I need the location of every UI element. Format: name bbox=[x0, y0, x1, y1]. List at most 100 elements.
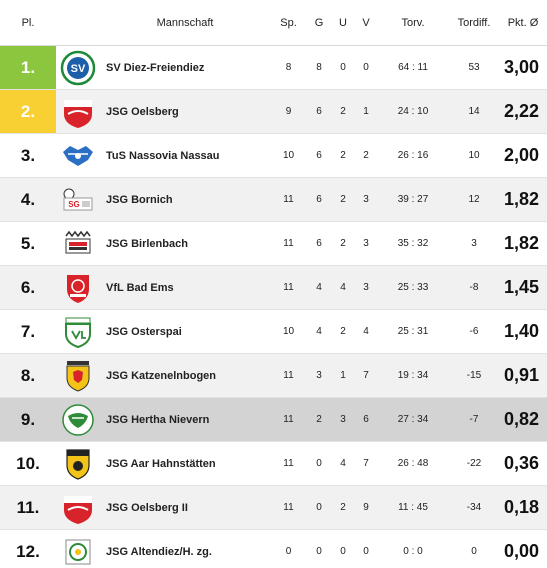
team-name[interactable]: TuS Nassovia Nassau bbox=[106, 149, 220, 162]
table-row[interactable]: 9. JSG Hertha Nievern 11 2 3 6 27 : 34 -… bbox=[0, 398, 547, 442]
header-team[interactable]: Mannschaft bbox=[156, 16, 214, 29]
place-cell: 9. bbox=[20, 409, 36, 429]
wins-cell: 4 bbox=[316, 282, 322, 293]
wins-cell: 0 bbox=[316, 546, 322, 557]
games-cell: 10 bbox=[282, 326, 295, 337]
table-row[interactable]: 11. JSG Oelsberg II 11 0 2 9 11 : 45 -34… bbox=[0, 486, 547, 530]
table-row[interactable]: 5. JSG Birlenbach 11 6 2 3 35 : 32 3 1,8… bbox=[0, 222, 547, 266]
team-name[interactable]: JSG Aar Hahnstätten bbox=[106, 457, 216, 470]
draws-cell: 2 bbox=[340, 238, 346, 249]
wins-cell: 6 bbox=[316, 194, 322, 205]
header-logo-spacer bbox=[56, 0, 100, 45]
draws-cell: 0 bbox=[340, 546, 346, 557]
games-cell: 11 bbox=[283, 282, 294, 293]
goals-cell: 0 : 0 bbox=[403, 546, 423, 557]
place-cell: 7. bbox=[20, 321, 36, 341]
place-cell: 11. bbox=[16, 497, 40, 517]
header-losses[interactable]: V bbox=[362, 16, 370, 29]
losses-cell: 3 bbox=[363, 282, 369, 293]
team-name[interactable]: VfL Bad Ems bbox=[106, 281, 174, 294]
team-name[interactable]: JSG Birlenbach bbox=[106, 237, 188, 250]
header-games[interactable]: Sp. bbox=[280, 16, 297, 29]
goals-cell: 26 : 48 bbox=[397, 458, 429, 469]
team-name[interactable]: JSG Hertha Nievern bbox=[106, 413, 210, 426]
goal-diff-cell: 3 bbox=[471, 238, 477, 249]
games-cell: 11 bbox=[283, 238, 294, 249]
place-cell: 8. bbox=[20, 365, 36, 385]
goal-diff-cell: -22 bbox=[466, 458, 482, 469]
games-cell: 9 bbox=[285, 106, 292, 117]
losses-cell: 7 bbox=[363, 458, 369, 469]
header-points-avg[interactable]: Pkt. Ø bbox=[507, 16, 539, 29]
table-row[interactable]: 1. SV SV Diez-Freiendiez 8 8 0 0 64 : 11… bbox=[0, 46, 547, 90]
place-cell: 12. bbox=[16, 541, 40, 561]
games-cell: 10 bbox=[282, 150, 295, 161]
place-cell: 1. bbox=[0, 46, 56, 89]
table-row[interactable]: 12. JSG Altendiez/H. zg. 0 0 0 0 0 : 0 0… bbox=[0, 530, 547, 568]
jsg-oelsberg-logo[interactable] bbox=[60, 94, 96, 130]
goals-cell: 24 : 10 bbox=[397, 106, 429, 117]
place-cell: 6. bbox=[20, 277, 36, 297]
losses-cell: 2 bbox=[363, 150, 369, 161]
draws-cell: 2 bbox=[340, 326, 346, 337]
points-avg-cell: 2,22 bbox=[503, 101, 539, 121]
goals-cell: 39 : 27 bbox=[397, 194, 429, 205]
team-name[interactable]: JSG Osterspai bbox=[106, 325, 182, 338]
goals-cell: 64 : 11 bbox=[398, 62, 428, 73]
table-header: Pl. Mannschaft Sp. G U V Torv. Tordiff. … bbox=[0, 0, 547, 46]
team-name[interactable]: JSG Katzenelnbogen bbox=[106, 369, 217, 382]
vfl-bad-ems-logo[interactable] bbox=[60, 270, 96, 306]
jsg-bornich-logo[interactable]: SG bbox=[60, 182, 96, 218]
wins-cell: 6 bbox=[316, 106, 322, 117]
goal-diff-cell: -6 bbox=[469, 326, 479, 337]
losses-cell: 3 bbox=[363, 194, 369, 205]
points-avg-cell: 0,18 bbox=[503, 497, 539, 517]
wins-cell: 6 bbox=[316, 238, 322, 249]
losses-cell: 9 bbox=[363, 502, 369, 513]
table-row[interactable]: 2. JSG Oelsberg 9 6 2 1 24 : 10 14 2,22 bbox=[0, 90, 547, 134]
table-row[interactable]: 7. JSG Osterspai 10 4 2 4 25 : 31 -6 1,4… bbox=[0, 310, 547, 354]
tus-nassovia-logo[interactable] bbox=[60, 138, 96, 174]
header-draws[interactable]: U bbox=[339, 16, 347, 29]
place-cell: 5. bbox=[20, 233, 36, 253]
goal-diff-cell: -7 bbox=[469, 414, 479, 425]
points-avg-cell: 1,82 bbox=[503, 233, 539, 253]
jsg-altendiez-logo[interactable] bbox=[60, 534, 96, 568]
header-wins[interactable]: G bbox=[314, 16, 324, 29]
wins-cell: 2 bbox=[316, 414, 322, 425]
table-row[interactable]: 4. SG JSG Bornich 11 6 2 3 39 : 27 12 1,… bbox=[0, 178, 547, 222]
goals-cell: 25 : 31 bbox=[397, 326, 429, 337]
jsg-birlenbach-logo[interactable] bbox=[60, 226, 96, 262]
table-row[interactable]: 10. JSG Aar Hahnstätten 11 0 4 7 26 : 48… bbox=[0, 442, 547, 486]
team-name[interactable]: JSG Bornich bbox=[106, 193, 173, 206]
games-cell: 11 bbox=[283, 370, 294, 381]
draws-cell: 2 bbox=[340, 502, 346, 513]
jsg-oelsberg-ii-logo[interactable] bbox=[60, 490, 96, 526]
games-cell: 8 bbox=[285, 62, 292, 73]
points-avg-cell: 0,91 bbox=[503, 365, 539, 385]
header-goal-diff[interactable]: Tordiff. bbox=[457, 16, 491, 29]
table-row[interactable]: 3. TuS Nassovia Nassau 10 6 2 2 26 : 16 … bbox=[0, 134, 547, 178]
games-cell: 11 bbox=[283, 194, 294, 205]
points-avg-cell: 0,36 bbox=[503, 453, 539, 473]
jsg-aar-hahnstaetten-logo[interactable] bbox=[60, 446, 96, 482]
table-row[interactable]: 6. VfL Bad Ems 11 4 4 3 25 : 33 -8 1,45 bbox=[0, 266, 547, 310]
sv-diez-logo[interactable]: SV bbox=[60, 50, 96, 86]
games-cell: 11 bbox=[283, 414, 294, 425]
jsg-hertha-nievern-logo[interactable] bbox=[60, 402, 96, 438]
header-goals[interactable]: Torv. bbox=[401, 16, 425, 29]
team-name[interactable]: JSG Oelsberg II bbox=[106, 501, 188, 514]
team-name[interactable]: JSG Oelsberg bbox=[106, 105, 179, 118]
team-name[interactable]: SV Diez-Freiendiez bbox=[106, 61, 205, 74]
header-place[interactable]: Pl. bbox=[21, 16, 35, 29]
jsg-katzenelnbogen-logo[interactable] bbox=[60, 358, 96, 394]
team-name[interactable]: JSG Altendiez/H. zg. bbox=[106, 545, 212, 558]
jsg-osterspai-logo[interactable] bbox=[60, 314, 96, 350]
wins-cell: 6 bbox=[316, 150, 322, 161]
goal-diff-cell: -15 bbox=[466, 370, 482, 381]
wins-cell: 0 bbox=[316, 502, 322, 513]
draws-cell: 4 bbox=[340, 282, 346, 293]
wins-cell: 0 bbox=[316, 458, 322, 469]
table-row[interactable]: 8. JSG Katzenelnbogen 11 3 1 7 19 : 34 -… bbox=[0, 354, 547, 398]
